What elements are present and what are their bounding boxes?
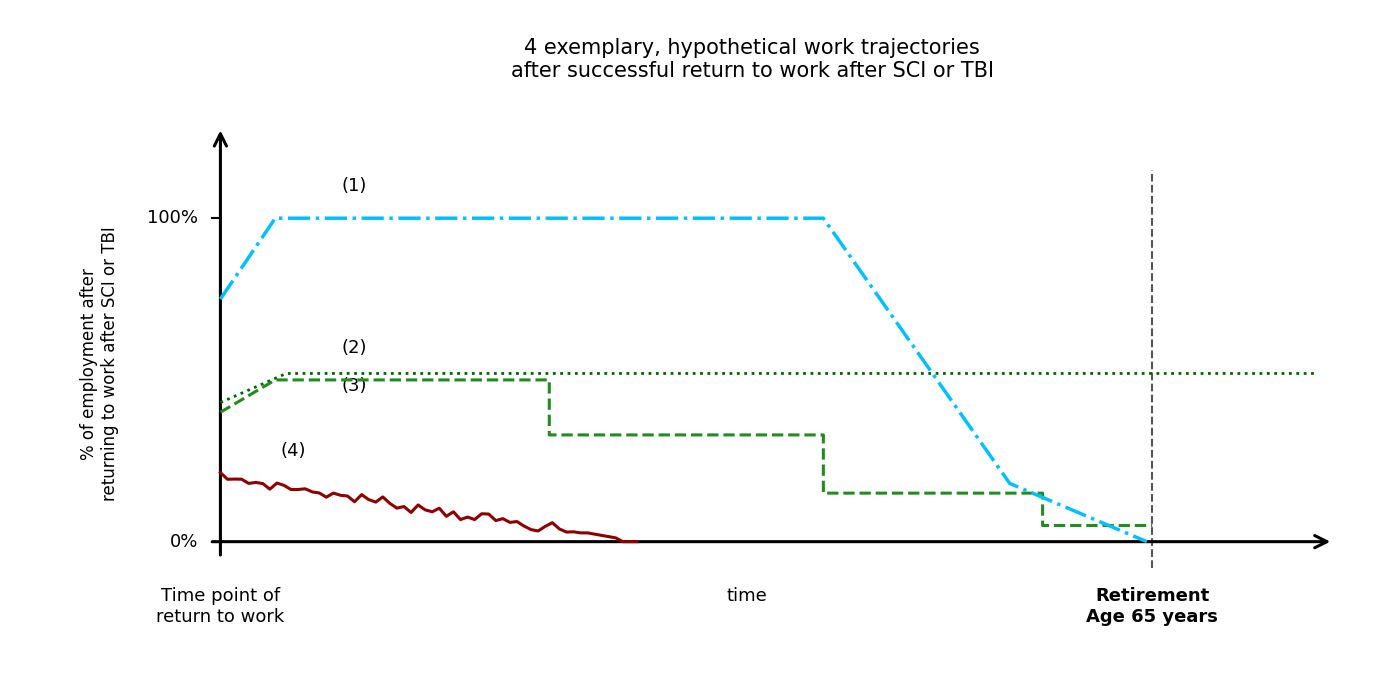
Text: (3): (3)	[341, 377, 367, 395]
Text: Time point of
return to work: Time point of return to work	[156, 587, 284, 626]
Text: (2): (2)	[341, 339, 367, 356]
Text: time: time	[726, 587, 767, 605]
Text: (1): (1)	[341, 177, 366, 195]
Text: (4): (4)	[280, 442, 306, 460]
Text: 100%: 100%	[148, 209, 199, 228]
Text: Retirement
Age 65 years: Retirement Age 65 years	[1086, 587, 1219, 626]
Text: 0%: 0%	[170, 533, 199, 551]
Title: 4 exemplary, hypothetical work trajectories
after successful return to work afte: 4 exemplary, hypothetical work trajector…	[511, 38, 994, 81]
Text: % of employment after
returning to work after SCI or TBI: % of employment after returning to work …	[80, 226, 119, 501]
